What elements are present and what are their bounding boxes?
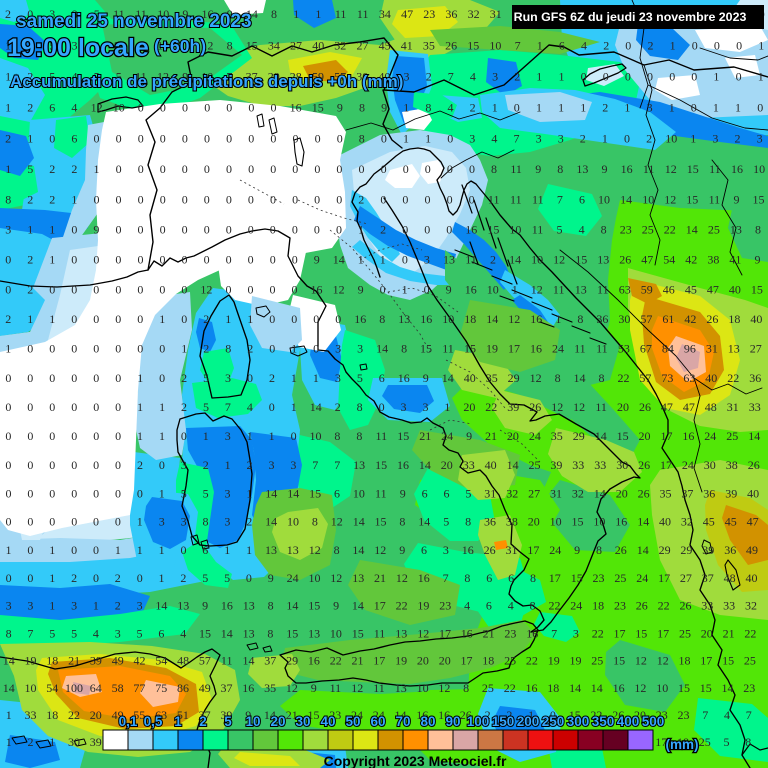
svg-text:Run GFS 6Z du jeudi 23 novembr: Run GFS 6Z du jeudi 23 novembre 2023 bbox=[514, 10, 747, 24]
svg-text:1: 1 bbox=[174, 714, 182, 729]
svg-text:350: 350 bbox=[592, 714, 615, 729]
svg-text:250: 250 bbox=[542, 714, 565, 729]
svg-text:500: 500 bbox=[642, 714, 665, 729]
svg-text:300: 300 bbox=[567, 714, 590, 729]
svg-text:(mm): (mm) bbox=[666, 737, 699, 752]
svg-text:400: 400 bbox=[617, 714, 640, 729]
svg-text:(+60h): (+60h) bbox=[154, 36, 206, 56]
svg-text:60: 60 bbox=[370, 714, 385, 729]
svg-text:70: 70 bbox=[395, 714, 410, 729]
svg-text:0,1: 0,1 bbox=[119, 714, 138, 729]
svg-text:20: 20 bbox=[270, 714, 285, 729]
svg-text:350: 350 bbox=[592, 714, 615, 729]
svg-text:150: 150 bbox=[492, 714, 515, 729]
svg-text:500: 500 bbox=[642, 714, 665, 729]
svg-text:50: 50 bbox=[345, 714, 360, 729]
svg-text:19:00 locale: 19:00 locale bbox=[7, 34, 149, 62]
svg-text:60: 60 bbox=[370, 714, 385, 729]
svg-text:100: 100 bbox=[467, 714, 490, 729]
svg-text:samedi 25 novembre 2023: samedi 25 novembre 2023 bbox=[16, 11, 252, 32]
svg-text:5: 5 bbox=[224, 714, 232, 729]
svg-text:(+60h): (+60h) bbox=[154, 36, 206, 56]
svg-text:1: 1 bbox=[174, 714, 182, 729]
svg-text:90: 90 bbox=[445, 714, 460, 729]
svg-text:30: 30 bbox=[295, 714, 310, 729]
svg-text:10: 10 bbox=[245, 714, 260, 729]
svg-text:0,5: 0,5 bbox=[144, 714, 163, 729]
svg-text:19:00 locale: 19:00 locale bbox=[7, 34, 149, 62]
svg-text:40: 40 bbox=[320, 714, 335, 729]
svg-text:100: 100 bbox=[467, 714, 490, 729]
svg-text:300: 300 bbox=[567, 714, 590, 729]
svg-text:400: 400 bbox=[617, 714, 640, 729]
svg-text:200: 200 bbox=[517, 714, 540, 729]
svg-text:20: 20 bbox=[270, 714, 285, 729]
svg-text:Accumulation de précipitations: Accumulation de précipitations depuis +0… bbox=[10, 72, 403, 91]
svg-text:50: 50 bbox=[345, 714, 360, 729]
svg-text:150: 150 bbox=[492, 714, 515, 729]
svg-text:10: 10 bbox=[245, 714, 260, 729]
svg-text:70: 70 bbox=[395, 714, 410, 729]
svg-text:Accumulation de précipitations: Accumulation de précipitations depuis +0… bbox=[10, 72, 403, 91]
svg-text:80: 80 bbox=[420, 714, 435, 729]
svg-text:250: 250 bbox=[542, 714, 565, 729]
svg-text:80: 80 bbox=[420, 714, 435, 729]
svg-text:90: 90 bbox=[445, 714, 460, 729]
svg-text:40: 40 bbox=[320, 714, 335, 729]
svg-text:Copyright 2023 Meteociel.fr: Copyright 2023 Meteociel.fr bbox=[324, 753, 507, 768]
svg-text:0,5: 0,5 bbox=[144, 714, 163, 729]
svg-text:samedi 25 novembre 2023: samedi 25 novembre 2023 bbox=[16, 11, 252, 32]
svg-text:2: 2 bbox=[199, 714, 207, 729]
svg-text:2: 2 bbox=[199, 714, 207, 729]
svg-text:30: 30 bbox=[295, 714, 310, 729]
svg-text:(mm): (mm) bbox=[666, 737, 699, 752]
svg-text:5: 5 bbox=[224, 714, 232, 729]
svg-text:200: 200 bbox=[517, 714, 540, 729]
svg-text:0,1: 0,1 bbox=[119, 714, 138, 729]
